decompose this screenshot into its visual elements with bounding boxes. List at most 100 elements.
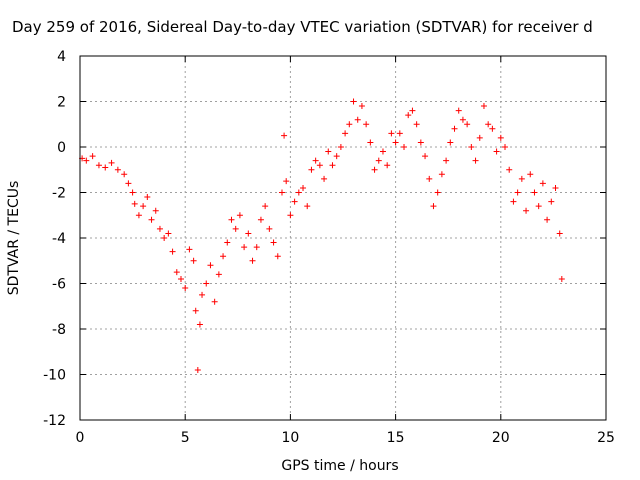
data-point — [552, 184, 559, 191]
data-point — [169, 248, 176, 255]
x-tick-label: 5 — [181, 430, 190, 446]
data-point — [83, 157, 90, 164]
data-point — [518, 175, 525, 182]
data-point — [224, 239, 231, 246]
data-point — [531, 189, 538, 196]
data-point — [350, 98, 357, 105]
data-point — [152, 207, 159, 214]
data-point — [249, 257, 256, 264]
data-point — [312, 157, 319, 164]
data-point — [232, 225, 239, 232]
data-point — [438, 171, 445, 178]
data-point — [186, 246, 193, 253]
data-point — [426, 175, 433, 182]
data-point — [196, 321, 203, 328]
data-point — [485, 121, 492, 128]
data-point — [241, 244, 248, 251]
data-point — [291, 198, 298, 205]
data-point — [190, 257, 197, 264]
data-point — [371, 166, 378, 173]
data-point — [182, 285, 189, 292]
y-tick-label: -10 — [43, 368, 66, 384]
data-point — [506, 166, 513, 173]
data-point — [274, 253, 281, 260]
y-tick-label: -12 — [43, 413, 66, 429]
y-tick-label: 0 — [57, 140, 66, 156]
data-point — [375, 157, 382, 164]
data-point — [207, 262, 214, 269]
data-point — [396, 130, 403, 137]
chart-title: Day 259 of 2016, Sidereal Day-to-day VTE… — [12, 18, 593, 36]
data-point — [480, 103, 487, 110]
data-point — [177, 275, 184, 282]
data-point — [199, 291, 206, 298]
data-point — [523, 207, 530, 214]
data-point — [129, 189, 136, 196]
data-point — [203, 280, 210, 287]
data-point — [236, 212, 243, 219]
data-point — [342, 130, 349, 137]
tick-labels: 0 5 10 15 20 25 -12 -10 -8 -6 -4 -2 0 2 4 — [43, 49, 615, 446]
data-point — [192, 307, 199, 314]
data-point — [161, 235, 168, 241]
data-point — [245, 230, 252, 237]
x-tick-label: 15 — [387, 430, 405, 446]
data-point — [283, 178, 290, 185]
data-point — [287, 212, 294, 219]
data-point — [417, 139, 424, 146]
x-tick-label: 0 — [76, 430, 85, 446]
data-point — [464, 121, 471, 128]
data-point — [558, 275, 565, 282]
data-point — [354, 116, 361, 123]
data-point — [539, 180, 546, 187]
x-tick-label: 25 — [597, 430, 615, 446]
data-point — [211, 298, 218, 305]
data-point — [544, 216, 551, 223]
data-point — [321, 175, 328, 182]
data-point — [304, 203, 311, 210]
data-point — [459, 116, 466, 123]
data-point — [215, 271, 222, 278]
data-point — [325, 148, 332, 155]
data-point — [502, 144, 509, 150]
data-point — [102, 164, 109, 171]
data-point — [329, 162, 336, 169]
data-point — [333, 153, 340, 160]
y-tick-label: -2 — [52, 186, 66, 202]
data-point — [316, 162, 323, 169]
y-tick-label: 2 — [57, 95, 66, 111]
data-point — [451, 125, 458, 132]
data-point — [173, 269, 180, 276]
plot-frame — [79, 55, 607, 421]
grid — [80, 56, 606, 420]
data-point — [278, 189, 285, 196]
x-tick-label: 10 — [281, 430, 299, 446]
data-point — [409, 107, 416, 114]
data-point — [266, 225, 273, 232]
data-point — [472, 157, 479, 164]
data-point — [548, 198, 555, 205]
data-point — [194, 366, 201, 373]
data-point — [379, 148, 386, 155]
data-point — [443, 157, 450, 164]
data-point — [89, 153, 96, 160]
data-point — [228, 216, 235, 223]
data-point — [476, 134, 483, 141]
data-point — [392, 139, 399, 146]
data-point — [384, 162, 391, 169]
data-point — [300, 184, 307, 191]
data-point — [144, 194, 151, 201]
data-point — [253, 244, 260, 251]
data-point — [430, 203, 437, 210]
data-point — [135, 212, 142, 219]
data-point — [262, 203, 269, 210]
y-tick-label: 4 — [57, 49, 66, 65]
data-point — [281, 132, 288, 139]
data-point — [337, 144, 344, 150]
y-tick-label: -6 — [52, 277, 66, 293]
data-point — [308, 166, 315, 173]
x-tick-label: 20 — [492, 430, 510, 446]
data-point — [401, 144, 408, 150]
data-point — [270, 239, 277, 246]
